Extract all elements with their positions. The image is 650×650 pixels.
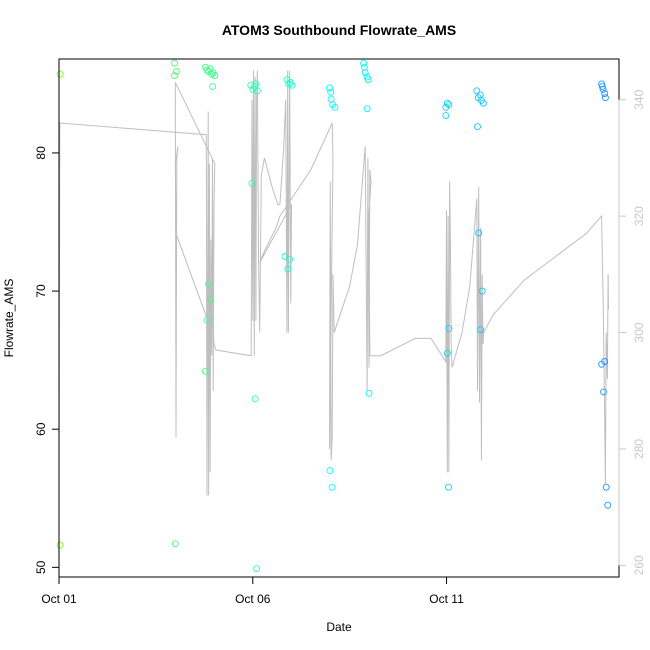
data-point bbox=[206, 295, 214, 303]
data-point bbox=[364, 76, 372, 84]
right-tick-label: 260 bbox=[632, 555, 646, 575]
data-point bbox=[56, 541, 64, 549]
data-point bbox=[475, 229, 483, 237]
data-point bbox=[286, 255, 294, 263]
data-point bbox=[253, 565, 261, 573]
data-point bbox=[473, 87, 481, 95]
data-point bbox=[248, 179, 256, 187]
right-tick-label: 300 bbox=[632, 322, 646, 342]
data-point bbox=[253, 87, 261, 95]
data-point bbox=[208, 70, 216, 78]
data-point bbox=[361, 69, 369, 77]
data-point bbox=[288, 81, 296, 89]
line-series bbox=[58, 70, 609, 496]
data-point bbox=[478, 287, 486, 295]
data-point bbox=[171, 59, 178, 67]
data-point bbox=[331, 103, 339, 111]
data-point bbox=[479, 99, 487, 107]
right-tick-label: 320 bbox=[632, 206, 646, 226]
y-tick-label: 60 bbox=[34, 422, 48, 436]
x-axis: Oct 01 Oct 06 Oct 11 bbox=[41, 576, 464, 606]
data-point bbox=[602, 483, 610, 491]
data-point bbox=[203, 66, 211, 74]
data-point bbox=[209, 83, 216, 91]
data-point bbox=[474, 123, 481, 131]
data-point bbox=[477, 326, 485, 334]
y-tick-label: 80 bbox=[34, 146, 48, 160]
data-point bbox=[601, 358, 609, 365]
data-point bbox=[445, 483, 452, 491]
data-point bbox=[202, 367, 209, 375]
data-point bbox=[285, 80, 293, 88]
data-point bbox=[203, 316, 211, 324]
data-point bbox=[445, 324, 453, 332]
right-axis: 260 280 300 320 340 bbox=[618, 89, 646, 575]
x-axis-label: Date bbox=[326, 620, 352, 634]
data-point bbox=[171, 72, 178, 80]
data-point bbox=[363, 105, 371, 113]
data-point bbox=[56, 70, 64, 78]
data-point bbox=[601, 90, 609, 97]
data-point bbox=[445, 101, 453, 109]
data-point bbox=[600, 388, 607, 396]
data-point bbox=[247, 81, 255, 89]
data-point bbox=[599, 85, 607, 93]
data-point bbox=[365, 389, 373, 397]
y-axis-label: Flowrate_AMS bbox=[2, 279, 16, 358]
data-point bbox=[172, 67, 180, 75]
y-tick-label: 50 bbox=[34, 560, 48, 574]
data-point bbox=[327, 88, 335, 96]
data-point bbox=[360, 59, 368, 67]
y-tick-label: 70 bbox=[34, 284, 48, 298]
x-tick-label: Oct 06 bbox=[235, 592, 271, 606]
x-tick-label: Oct 01 bbox=[41, 592, 77, 606]
data-point bbox=[601, 94, 609, 102]
data-point bbox=[443, 349, 451, 357]
chart-title: ATOM3 Southbound Flowrate_AMS bbox=[222, 22, 456, 38]
series-line bbox=[58, 70, 609, 496]
data-point bbox=[604, 501, 612, 509]
data-point bbox=[598, 83, 606, 91]
data-point bbox=[171, 540, 179, 548]
data-point bbox=[211, 72, 219, 80]
data-point bbox=[326, 467, 334, 475]
right-tick-label: 280 bbox=[632, 439, 646, 459]
data-point bbox=[326, 84, 333, 92]
data-point bbox=[205, 280, 213, 288]
y-axis: 50 60 70 80 bbox=[34, 146, 60, 574]
data-point bbox=[251, 395, 259, 403]
data-point bbox=[252, 80, 260, 88]
data-point bbox=[443, 99, 451, 107]
x-tick-label: Oct 11 bbox=[429, 592, 464, 606]
data-point bbox=[328, 483, 336, 491]
point-series bbox=[56, 59, 612, 573]
data-point bbox=[442, 112, 450, 120]
data-point bbox=[284, 265, 292, 273]
right-tick-label: 340 bbox=[632, 89, 646, 109]
